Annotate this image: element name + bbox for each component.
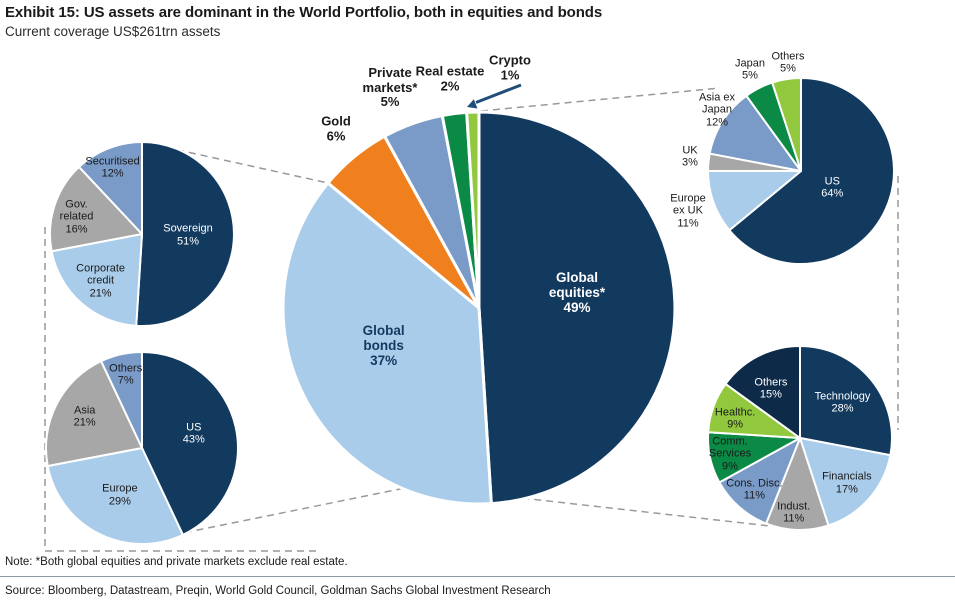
pie-equities-region bbox=[707, 77, 895, 265]
footer-divider bbox=[0, 576, 955, 577]
pie-equities-sector-slice-others bbox=[724, 345, 801, 439]
zoom-guide-dashed-line-4 bbox=[177, 485, 416, 535]
pie-bonds-type-slice-securitised bbox=[78, 141, 143, 235]
pie-equities-region-slice-us bbox=[728, 77, 895, 265]
pie-bonds-type bbox=[49, 141, 235, 327]
pie-main-slice-crypto bbox=[465, 110, 481, 310]
note-text: Note: *Both global equities and private … bbox=[5, 556, 348, 568]
pie-equities-sector bbox=[707, 345, 893, 531]
pie-bonds-type-slice-corporate-credit bbox=[50, 233, 143, 327]
pie-bonds-region-slice-europe bbox=[46, 447, 184, 545]
pie-equities-region-slice-asia-ex-japan bbox=[708, 94, 802, 172]
figure-header: Exhibit 15: US assets are dominant in th… bbox=[5, 4, 945, 39]
pie-bonds-type-slice-sovereign bbox=[135, 141, 235, 327]
zoom-guide-dashed-line-5 bbox=[480, 87, 721, 112]
exhibit-title: Exhibit 15: US assets are dominant in th… bbox=[5, 4, 603, 21]
pie-equities-sector-slice-technology bbox=[799, 345, 893, 457]
source-text: Source: Bloomberg, Datastream, Preqin, W… bbox=[5, 585, 551, 597]
crypto-callout-arrow-line bbox=[475, 83, 522, 104]
pie-bonds-region bbox=[45, 351, 239, 545]
pie-bonds-type-slice-gov-related bbox=[49, 165, 143, 253]
exhibit-subtitle: Current coverage US$261trn assets bbox=[5, 24, 221, 39]
crypto-callout-arrow-head bbox=[467, 99, 478, 109]
zoom-guide-dashed-line-1 bbox=[141, 141, 329, 184]
pie-main-slice-global-equities bbox=[477, 110, 677, 506]
pie-bonds-region-slice-us bbox=[141, 351, 239, 536]
pie-bonds-region-slice-asia bbox=[45, 360, 143, 467]
pie-main-slice-global-bonds bbox=[281, 181, 493, 506]
pie-main bbox=[281, 110, 677, 506]
pie-equities-sector-slice-financials bbox=[799, 437, 892, 527]
pie-equities-region-slice-others bbox=[771, 77, 802, 172]
pie-bonds-region-slice-others bbox=[100, 351, 143, 449]
